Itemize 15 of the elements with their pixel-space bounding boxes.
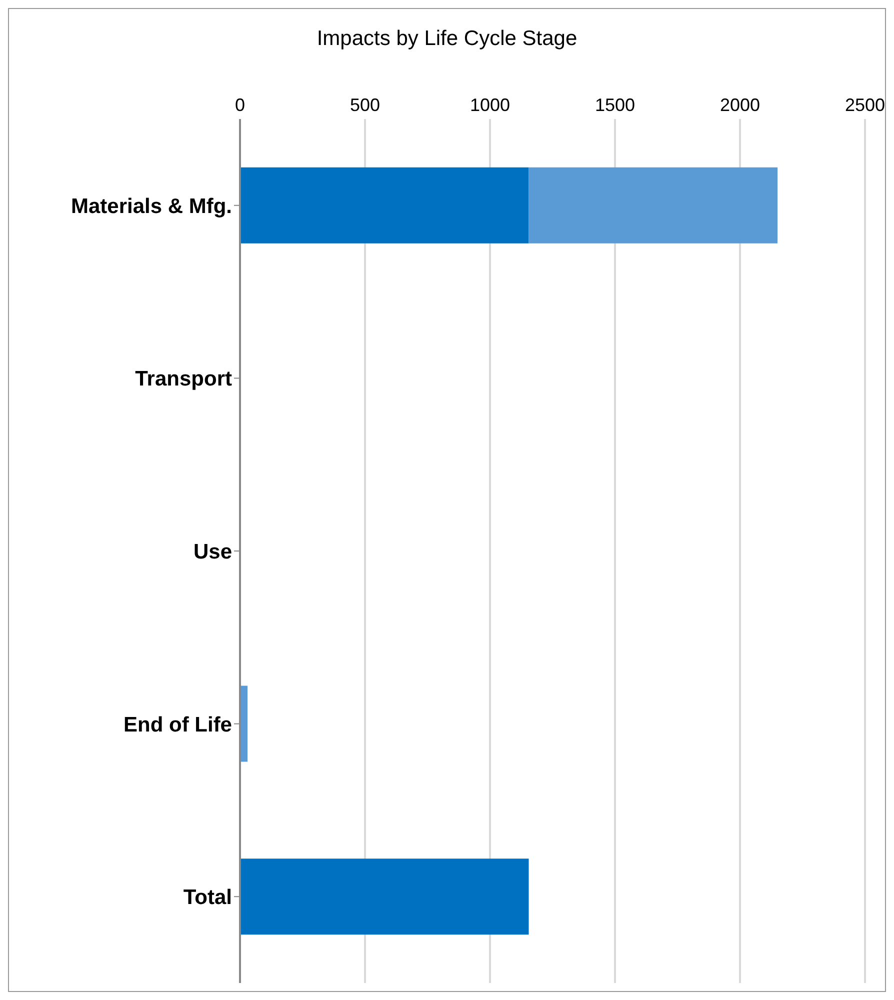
- y-tick-label: Total: [183, 886, 232, 910]
- bar: [240, 167, 529, 244]
- y-tick-label: Materials & Mfg.: [70, 194, 232, 218]
- y-tick-label: Transport: [135, 368, 232, 391]
- y-tick-label: Use: [193, 540, 232, 564]
- x-tick-label: 1500: [594, 95, 636, 115]
- chart-title: Impacts by Life Cycle Stage: [316, 27, 578, 51]
- y-tick-label: End of Life: [124, 713, 232, 736]
- x-tick-label: 0: [234, 95, 246, 115]
- x-tick-label: 500: [350, 95, 380, 115]
- x-tick-label: 2500: [844, 95, 886, 115]
- bar: [240, 858, 529, 935]
- x-tick-label: 2000: [720, 95, 760, 115]
- x-tick-label: 1000: [470, 95, 510, 115]
- bar: [528, 167, 778, 244]
